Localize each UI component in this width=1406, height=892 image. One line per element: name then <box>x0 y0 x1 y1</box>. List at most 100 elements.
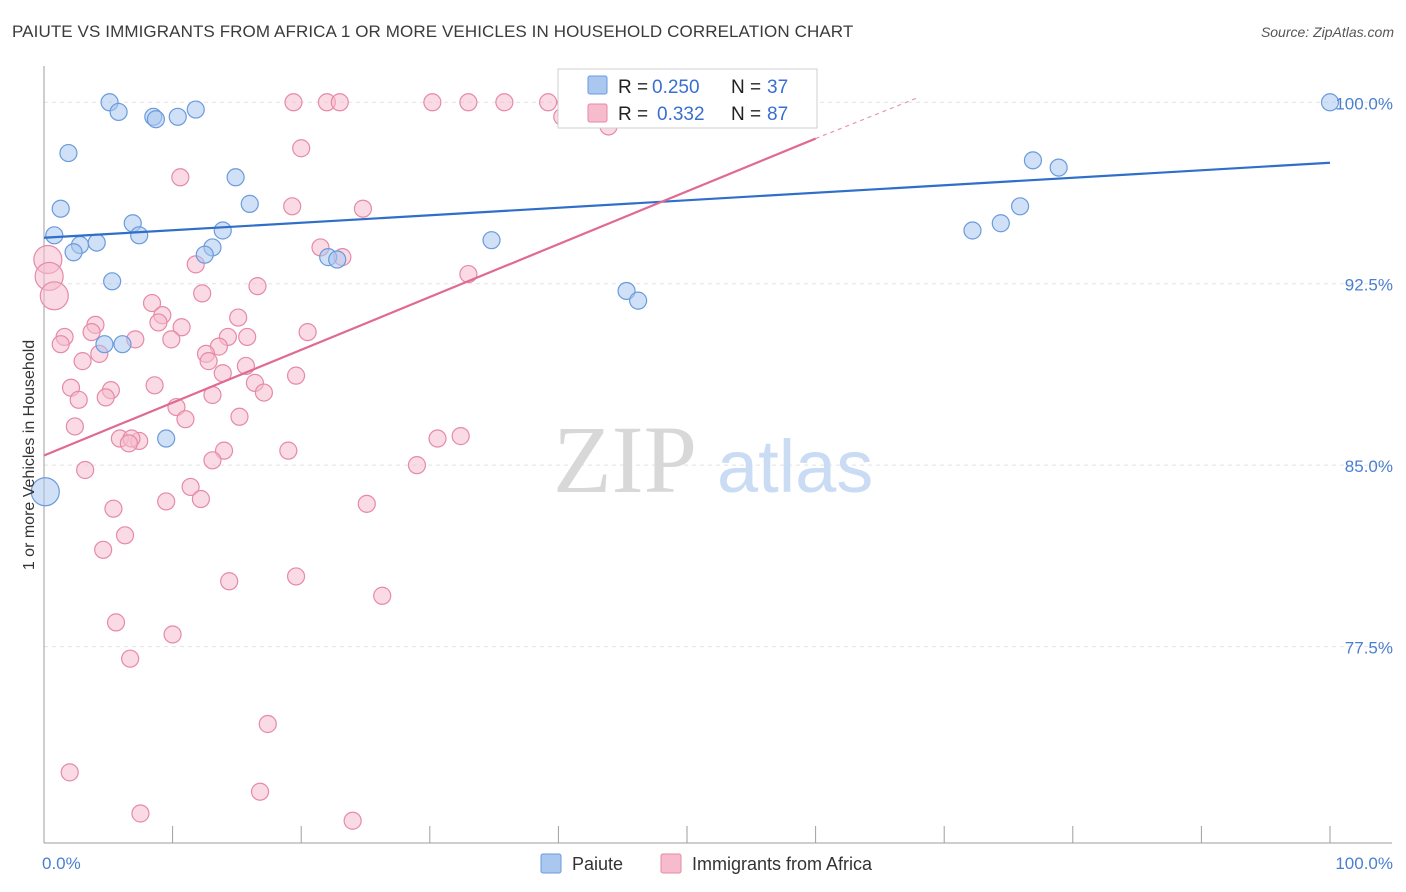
africa-point-79 <box>258 714 277 734</box>
y-axis-label: 1 or more Vehicles in Household <box>21 340 38 570</box>
legend-paiute-swatch <box>540 853 562 874</box>
bottom-legend: Paiute Immigrants from Africa <box>540 853 873 874</box>
paiute-point-30 <box>991 214 1010 233</box>
stats-africa-n-label: N = <box>731 104 761 125</box>
africa-point-54 <box>65 417 84 436</box>
paiute-point-9 <box>51 199 70 218</box>
africa-point-27 <box>82 322 101 342</box>
africa-point-39 <box>199 352 218 371</box>
paiute-point-15 <box>87 233 106 252</box>
stats-paiute-swatch <box>587 75 608 95</box>
paiute-point-11 <box>213 221 232 240</box>
africa-point-81 <box>250 782 270 801</box>
paiute-point-26 <box>113 335 132 354</box>
africa-point-74 <box>220 572 239 591</box>
y-tick-label-1: 92.5% <box>1345 276 1393 295</box>
africa-point-21 <box>142 293 162 313</box>
africa-point-23 <box>229 308 248 327</box>
trend-lines <box>43 96 1331 457</box>
africa-point-18 <box>248 277 267 296</box>
stats-africa-n-value: 87 <box>767 104 788 125</box>
chart-title: PAIUTE VS IMMIGRANTS FROM AFRICA 1 OR MO… <box>12 22 854 41</box>
africa-point-42 <box>286 366 306 385</box>
paiute-point-22 <box>103 272 122 291</box>
africa-point-26 <box>172 318 191 337</box>
paiute-point-28 <box>30 477 60 507</box>
africa-point-71 <box>115 526 135 545</box>
africa-point-38 <box>73 352 92 371</box>
y-tick-label-2: 85.0% <box>1345 457 1393 476</box>
africa-point-31 <box>238 327 257 347</box>
paiute-point-25 <box>95 335 114 354</box>
paiute-point-33 <box>1049 158 1068 177</box>
stats-paiute-r-label: R = <box>618 77 648 98</box>
paiute-point-31 <box>1010 197 1030 216</box>
africa-point-53 <box>230 407 249 426</box>
africa-point-24 <box>149 313 168 332</box>
legend-africa-label: Immigrants from Africa <box>692 854 873 874</box>
stats-africa-r-label: R = <box>618 104 648 125</box>
africa-point-3 <box>423 93 442 112</box>
africa-point-0 <box>284 93 303 112</box>
africa-point-83 <box>343 811 362 830</box>
africa-point-11 <box>353 199 373 218</box>
africa-point-61 <box>214 441 234 460</box>
africa-point-9 <box>171 168 190 187</box>
africa-point-80 <box>60 763 79 782</box>
africa-point-66 <box>181 477 200 497</box>
legend-paiute-label: Paiute <box>572 854 623 874</box>
paiute-point-7 <box>226 168 245 187</box>
africa-point-76 <box>106 613 126 632</box>
y-tick-label-0: 100.0% <box>1335 94 1393 113</box>
stats-paiute-n-label: N = <box>731 77 761 98</box>
africa-point-63 <box>203 451 222 470</box>
paiute-point-5 <box>186 100 205 119</box>
paiute-point-4 <box>168 107 187 126</box>
paiute-point-36 <box>1320 93 1340 112</box>
africa-point-65 <box>407 456 427 475</box>
paiute-point-3 <box>146 110 165 129</box>
africa-point-33 <box>162 330 181 349</box>
paiute-point-13 <box>45 226 64 245</box>
watermark-zip: ZIP <box>553 406 697 513</box>
africa-point-58 <box>119 434 138 453</box>
africa-point-44 <box>145 376 164 395</box>
africa-point-72 <box>94 540 113 559</box>
africa-point-50 <box>69 390 88 409</box>
paiute-point-20 <box>328 250 347 269</box>
africa-point-8 <box>292 139 311 158</box>
africa-point-67 <box>191 489 210 509</box>
paiute-point-29 <box>963 221 982 240</box>
africa-point-77 <box>163 625 182 644</box>
africa-point-10 <box>283 197 302 216</box>
africa-point-78 <box>121 649 140 668</box>
africa-trend-line <box>43 137 817 457</box>
africa-point-64 <box>76 460 95 480</box>
tick-labels: 100.0% 92.5% 85.0% 77.5% 0.0% 100.0% <box>42 94 1393 873</box>
paiute-point-17 <box>195 245 214 264</box>
y-tick-label-3: 77.5% <box>1345 639 1393 658</box>
africa-point-62 <box>279 441 298 460</box>
africa-point-5 <box>495 93 514 112</box>
africa-point-20 <box>39 281 69 311</box>
africa-point-6 <box>539 93 558 112</box>
x-tick-label-0: 0.0% <box>42 854 81 873</box>
africa-point-28 <box>298 322 317 342</box>
x-tick-label-1: 100.0% <box>1335 854 1393 873</box>
paiute-point-18 <box>64 243 83 262</box>
africa-point-49 <box>96 388 115 407</box>
africa-trend-extension <box>815 96 919 140</box>
paiute-point-1 <box>109 102 128 122</box>
africa-point-47 <box>254 383 274 402</box>
paiute-point-6 <box>59 143 78 163</box>
paiute-point-32 <box>1023 151 1043 170</box>
africa-point-73 <box>286 567 306 586</box>
africa-point-70 <box>104 499 123 518</box>
watermark-atlas: atlas <box>717 425 873 508</box>
africa-point-75 <box>373 586 392 605</box>
stats-paiute-n-value: 37 <box>767 77 788 98</box>
source-credit: Source: ZipAtlas.com <box>1260 24 1394 40</box>
paiute-point-27 <box>157 429 176 448</box>
africa-point-60 <box>451 427 470 446</box>
africa-point-2 <box>330 93 349 112</box>
